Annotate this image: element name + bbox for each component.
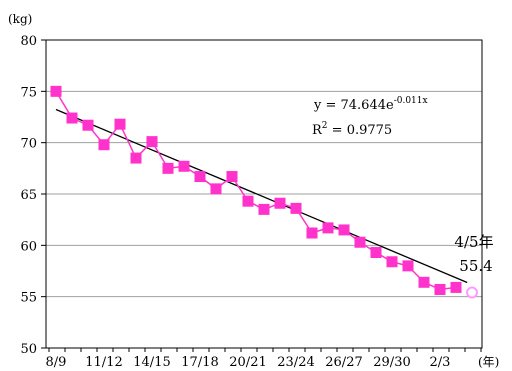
data-point (194, 171, 206, 183)
data-point (290, 202, 302, 214)
y-tick-label: 60 (20, 239, 37, 254)
data-point (402, 260, 414, 272)
data-point (274, 197, 286, 209)
data-point (322, 222, 334, 234)
y-tick-label: 80 (20, 34, 37, 49)
data-point (178, 160, 190, 172)
data-point (66, 112, 78, 124)
r2-value: = 0.9775 (328, 123, 393, 138)
x-tick-label: 20/21 (229, 355, 266, 370)
x-tick-label: 26/27 (325, 355, 362, 370)
trend-equation: y = 74.644e-0.011x (313, 96, 428, 113)
data-point (306, 227, 318, 239)
trend-equation-exponent: -0.011x (394, 96, 428, 106)
trend-r2: R2 = 0.9775 (312, 121, 392, 138)
x-tick-label: 8/9 (46, 355, 67, 370)
data-point (226, 171, 238, 183)
data-point (370, 247, 382, 259)
data-point (210, 183, 222, 195)
latest-year-label: 4/5年 (454, 233, 493, 251)
data-point (258, 203, 270, 215)
data-point (130, 152, 142, 164)
y-tick-label: 50 (20, 342, 37, 357)
x-axis-unit: (年) (478, 355, 499, 369)
y-axis-unit: (kg) (8, 12, 32, 26)
gridlines (46, 90, 482, 298)
r2-sup: 2 (322, 121, 328, 131)
data-point (418, 276, 430, 288)
data-point (146, 136, 158, 148)
data-point (354, 236, 366, 248)
y-tick-label: 65 (20, 188, 37, 203)
y-tick-label: 55 (20, 291, 37, 306)
x-tick-label: 17/18 (181, 355, 218, 370)
x-tick-label: 14/15 (133, 355, 170, 370)
trend-equation-base: y = 74.644e (313, 98, 394, 113)
data-point (434, 283, 446, 295)
data-markers (50, 85, 462, 295)
x-tick-label: 29/30 (373, 355, 410, 370)
data-point (386, 256, 398, 268)
x-tick-label: 2/3 (430, 355, 451, 370)
x-tick-label: 23/24 (277, 355, 314, 370)
latest-point-marker (466, 286, 478, 299)
data-point (114, 118, 126, 130)
data-point (50, 85, 62, 97)
data-point (82, 119, 94, 131)
data-point (338, 224, 350, 236)
data-point (98, 139, 110, 151)
trendline (55, 108, 468, 284)
x-axis: 8/9 11/12 14/15 17/18 20/21 23/24 26/27 29/30 2/… (46, 348, 482, 370)
data-point (450, 281, 462, 293)
data-point (162, 162, 174, 174)
x-tick-label: 11/12 (85, 355, 122, 370)
latest-value-label: 55.4 (459, 257, 492, 275)
data-point (242, 195, 254, 207)
r2-prefix: R (312, 123, 323, 138)
y-tick-label: 70 (20, 137, 37, 152)
y-tick-label: 75 (20, 85, 37, 100)
y-axis: 50 55 60 65 70 75 80 (20, 34, 46, 357)
